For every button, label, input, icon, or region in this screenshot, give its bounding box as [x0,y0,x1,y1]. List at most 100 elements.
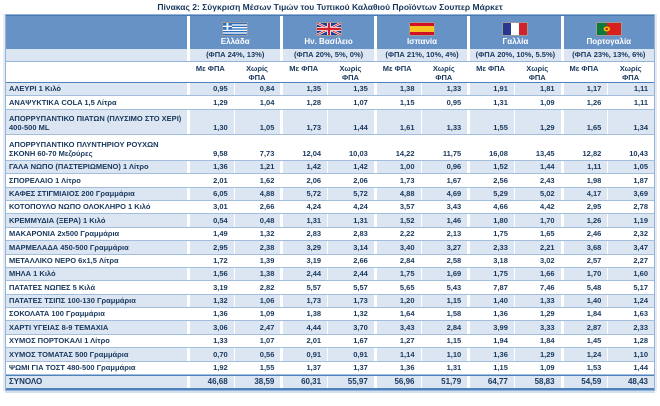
product-name-cell: ΑΝΑΨΥΚΤΙΚΑ COLA 1,5 Λίτρα [9,97,117,107]
document-title: Πίνακας 2: Σύγκριση Μέσων Τιμών του Τυπι… [157,2,503,12]
price-cell: 2,83 [327,227,374,241]
vat-rates-cell: (ΦΠΑ 23%, 13%, 6%) [560,49,654,61]
price-cell: 7,46 [513,281,561,294]
table-row: ΚΡΕΜΜΥΔΙΑ (ΞΕΡΑ) 1 Κιλό 0,54 0,48 1,31 1,31 1… [6,214,654,228]
price-cell: 1,73 [280,109,327,135]
total-row: ΣΥΝΟΛΟ 46,68 38,59 60,31 55,97 56,96 51,79 64,7… [6,375,654,391]
price-cell: 1,49 [187,227,234,241]
price-cell: 1,21 [233,160,281,174]
col-header-without-vat: Χωρίς ΦΠΑ [514,62,561,82]
price-cell: 1,87 [607,174,654,187]
price-cell: 2,84 [373,254,421,267]
price-cell: 2,83 [280,227,327,241]
price-cell: 5,57 [327,281,374,294]
price-cell: 1,55 [467,109,514,135]
price-cell: 2,33 [467,241,514,254]
price-cell: 1,31 [467,96,514,109]
price-cell: 0,54 [187,214,234,227]
price-cell: 2,56 [467,174,514,187]
uk-flag [315,22,342,36]
price-cell: 2,06 [327,174,374,187]
price-cell: 3,14 [327,241,374,254]
table-row: ΜΑΚΑΡΟΝΙΑ 2x500 Γραμμάρια 1,49 1,32 2,83 2,8… [6,227,654,242]
col-header-without-vat: Χωρίς ΦΠΑ [421,62,468,82]
price-cell: 1,29 [513,308,561,321]
product-name-cell: ΚΑΦΕΣ ΣΤΙΓΜΙΑΙΟΣ 200 Γραμμάρια [9,188,135,198]
greece-flag [222,22,249,36]
price-cell: 5,43 [420,281,468,294]
price-cell: 1,38 [233,267,281,281]
price-cell: 1,44 [327,109,374,135]
price-cell: 1,29 [187,96,234,109]
price-cell: 1,80 [467,214,514,227]
col-header-with-vat: Με ΦΠΑ [569,64,599,73]
product-name-cell: ΚΡΕΜΜΥΔΙΑ (ΞΕΡΑ) 1 Κιλό [9,215,106,225]
country-header-2: Ην. Βασίλειο [280,16,373,49]
price-cell: 2,38 [233,241,281,254]
price-cell: 1,91 [467,83,514,96]
table-row: ΠΑΤΑΤΕΣ ΝΩΠΕΣ 5 Κιλά 3,19 2,82 5,57 5,57 5,65… [6,281,654,295]
price-cell: 4,66 [467,200,514,214]
country-header-band: Ελλάδα Ην. Βασίλειο Ισπανία Γαλλία Πορτογαλί… [6,15,654,49]
price-cell: 1,52 [373,214,421,227]
price-cell: 1,66 [513,267,561,281]
price-cell: 1,67 [327,334,374,348]
price-cell: 0,70 [187,348,234,361]
price-cell: 9,58 [187,135,234,160]
country-header-1: Ελλάδα [187,16,280,49]
price-cell: 2,32 [607,227,654,241]
country-name: Ελλάδα [220,37,250,46]
table-row: ΜΕΤΑΛΛΙΚΟ ΝΕΡΟ 6x1,5 Λίτρα 1,72 1,39 3,19 2,… [6,254,654,268]
total-price-cell: 56,96 [373,376,421,389]
price-cell: 1,35 [327,83,374,96]
price-cell: 3,40 [373,241,421,254]
product-name-cell: ΧΥΜΟΣ ΠΟΡΤΟΚΑΛΙ 1 Λίτρο [9,336,110,346]
price-cell: 1,81 [513,83,561,96]
price-cell: 1,64 [373,308,421,321]
price-cell: 2,66 [233,200,281,214]
vat-rates-cell: (ΦΠΑ 21%, 10%, 4%) [373,49,468,61]
table-row: ΧΥΜΟΣ ΠΟΡΤΟΚΑΛΙ 1 Λίτρο 1,33 1,07 2,01 1,67 1… [6,334,654,349]
price-cell: 2,58 [420,254,468,267]
price-cell: 1,31 [280,214,327,227]
price-cell: 1,84 [560,308,608,321]
price-cell: 1,36 [373,361,421,375]
price-cell: 2,87 [560,321,608,334]
price-cell: 2,66 [327,254,374,267]
product-name-cell: ΜΕΤΑΛΛΙΚΟ ΝΕΡΟ 6x1,5 Λίτρα [9,255,119,265]
price-cell: 1,34 [607,109,654,135]
product-name-cell: ΧΑΡΤΙ ΥΓΕΙΑΣ 8-9 ΤΕΜΑΧΙΑ [9,322,109,332]
table-row: ΑΛΕΥΡΙ 1 Κιλό 0,95 0,84 1,35 1,35 1,38 1,33 1,9… [6,83,654,97]
price-cell: 2,13 [420,227,468,241]
price-cell: 1,56 [187,267,234,281]
price-cell: 2,84 [420,321,468,334]
price-cell: 0,56 [233,348,281,361]
product-name-cell: ΧΥΜΟΣ ΤΟΜΑΤΑΣ 500 Γραμμάρια [9,349,129,359]
total-price-cell: 51,79 [420,376,468,389]
price-cell: 1,39 [233,254,281,267]
price-cell: 16,08 [467,135,514,160]
price-cell: 1,29 [513,109,561,135]
total-price-cell: 54,59 [560,376,608,389]
price-cell: 4,69 [420,187,468,200]
price-cell: 1,61 [373,109,421,135]
product-name-cell: ΚΟΤΟΠΟΥΛΟ ΝΩΠΟ ΟΛΟΚΛΗΡΟ 1 Κιλό [9,202,151,212]
price-cell: 5,02 [513,187,561,200]
product-name-cell: ΣΟΚΟΛΑΤΑ 100 Γραμμάρια [9,309,105,319]
table-row: ΚΟΤΟΠΟΥΛΟ ΝΩΠΟ ΟΛΟΚΛΗΡΟ 1 Κιλό 3,01 2,66 4,… [6,200,654,215]
price-cell: 1,15 [420,294,468,308]
price-cell: 0,91 [280,348,327,361]
price-cell: 1,70 [560,267,608,281]
price-cell: 0,84 [233,83,281,96]
table-row: ΨΩΜΙ ΓΙΑ ΤΟΣΤ 480-500 Γραμμάρια 1,92 1,55 1… [6,361,654,376]
product-name-cell: ΑΠΟΡΡΥΠΑΝΤΙΚΟ ΠΛΥΝΤΗΡΙΟΥ ΡΟΥΧΩΝ ΣΚΟΝΗ 60… [9,139,159,158]
price-cell: 1,09 [513,361,561,375]
price-cell: 12,82 [560,135,608,160]
total-price-cell: 48,43 [607,376,654,389]
table-row: ΑΠΟΡΡΥΠΑΝΤΙΚΟ ΠΛΥΝΤΗΡΙΟΥ ΡΟΥΧΩΝ ΣΚΟΝΗ 60… [6,135,654,161]
price-cell: 2,46 [560,227,608,241]
price-cell: 1,73 [373,174,421,187]
price-cell: 7,87 [467,281,514,294]
price-cell: 0,96 [420,160,468,174]
